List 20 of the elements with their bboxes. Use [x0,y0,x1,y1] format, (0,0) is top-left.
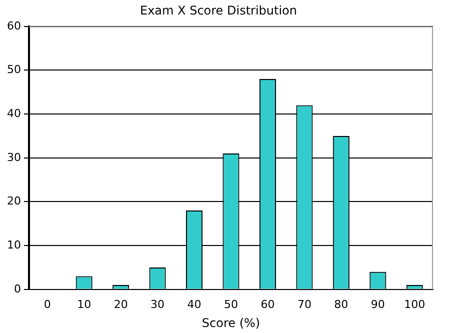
x-tick-label: 100 [404,298,426,311]
x-tick-label: 90 [370,298,385,311]
y-tick-label: 10 [6,238,21,252]
y-tick-label: 30 [6,150,21,164]
x-tick-label: 20 [114,298,128,311]
x-tick-label: 40 [187,298,202,311]
y-tick-label: 60 [6,19,21,32]
y-tick-label: 50 [6,63,21,76]
y-tick-label: 20 [6,194,21,208]
x-tick-label: 60 [260,298,275,311]
y-tick-label: 40 [6,106,21,120]
x-tick-label: 30 [150,298,165,311]
x-tick-label: 80 [334,298,348,311]
x-tick-label: 10 [77,298,92,311]
x-tick-label: 0 [44,298,51,311]
y-tick-label: 0 [14,282,21,296]
x-axis-title: Score (%) [202,316,260,330]
chart-title: Exam X Score Distribution [140,3,298,18]
x-tick-label: 50 [224,298,238,311]
x-tick-label: 70 [297,298,312,311]
